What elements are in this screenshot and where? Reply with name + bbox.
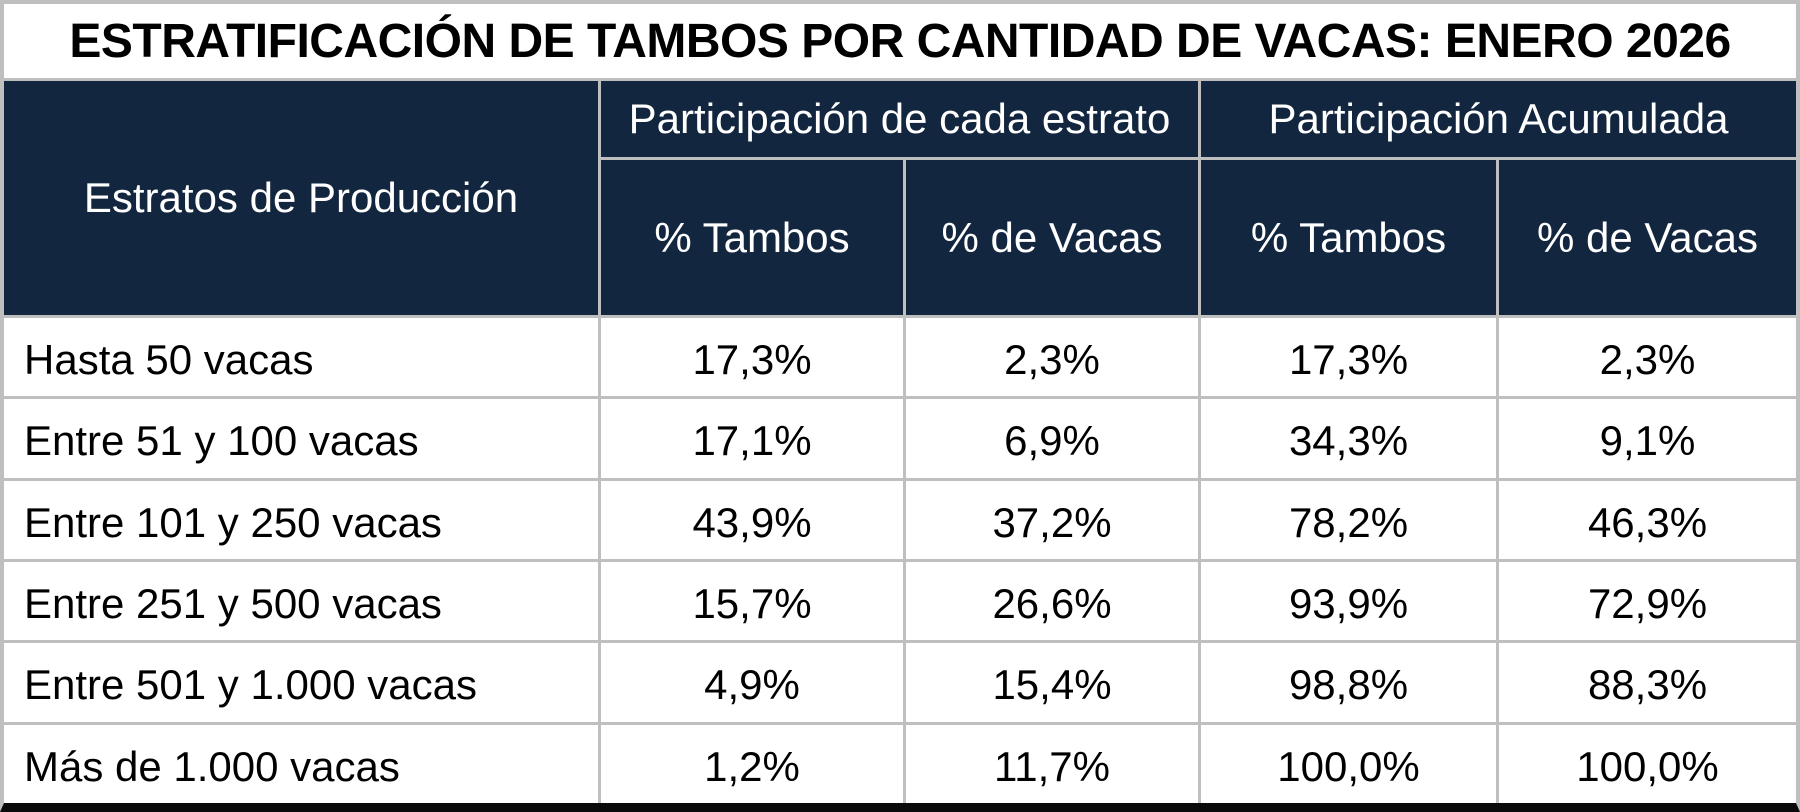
cell-value: 46,3% (1499, 480, 1796, 559)
cell-value: 9,1% (1499, 399, 1796, 478)
row-label: Entre 251 y 500 vacas (4, 562, 598, 641)
group-header-participacion-acumulada: Participación Acumulada (1201, 81, 1796, 157)
cell-value: 15,4% (906, 643, 1198, 722)
subheader-estrato-pct-vacas: % de Vacas (906, 160, 1198, 315)
row-label: Entre 51 y 100 vacas (4, 399, 598, 478)
cell-value: 2,3% (906, 318, 1198, 397)
cell-value: 17,3% (601, 318, 903, 397)
cell-value: 15,7% (601, 562, 903, 641)
cell-value: 100,0% (1201, 724, 1496, 803)
cell-value: 11,7% (906, 724, 1198, 803)
cell-value: 98,8% (1201, 643, 1496, 722)
table-title: ESTRATIFICACIÓN DE TAMBOS POR CANTIDAD D… (4, 4, 1796, 78)
subheader-acumulada-pct-vacas: % de Vacas (1499, 160, 1796, 315)
cell-value: 1,2% (601, 724, 903, 803)
cell-value: 17,1% (601, 399, 903, 478)
column-header-estratos-de-produccion: Estratos de Producción (4, 81, 598, 315)
cell-value: 72,9% (1499, 562, 1796, 641)
table-grid: ESTRATIFICACIÓN DE TAMBOS POR CANTIDAD D… (4, 4, 1796, 803)
cell-value: 93,9% (1201, 562, 1496, 641)
cell-value: 37,2% (906, 480, 1198, 559)
cell-value: 26,6% (906, 562, 1198, 641)
subheader-estrato-pct-tambos: % Tambos (601, 160, 903, 315)
cell-value: 43,9% (601, 480, 903, 559)
cell-value: 4,9% (601, 643, 903, 722)
row-label: Más de 1.000 vacas (4, 724, 598, 803)
cell-value: 17,3% (1201, 318, 1496, 397)
cell-value: 100,0% (1499, 724, 1796, 803)
group-header-participacion-cada-estrato: Participación de cada estrato (601, 81, 1198, 157)
cell-value: 34,3% (1201, 399, 1496, 478)
row-label: Entre 501 y 1.000 vacas (4, 643, 598, 722)
row-label: Entre 101 y 250 vacas (4, 480, 598, 559)
cell-value: 78,2% (1201, 480, 1496, 559)
subheader-acumulada-pct-tambos: % Tambos (1201, 160, 1496, 315)
cell-value: 88,3% (1499, 643, 1796, 722)
cell-value: 6,9% (906, 399, 1198, 478)
cell-value: 2,3% (1499, 318, 1796, 397)
row-label: Hasta 50 vacas (4, 318, 598, 397)
